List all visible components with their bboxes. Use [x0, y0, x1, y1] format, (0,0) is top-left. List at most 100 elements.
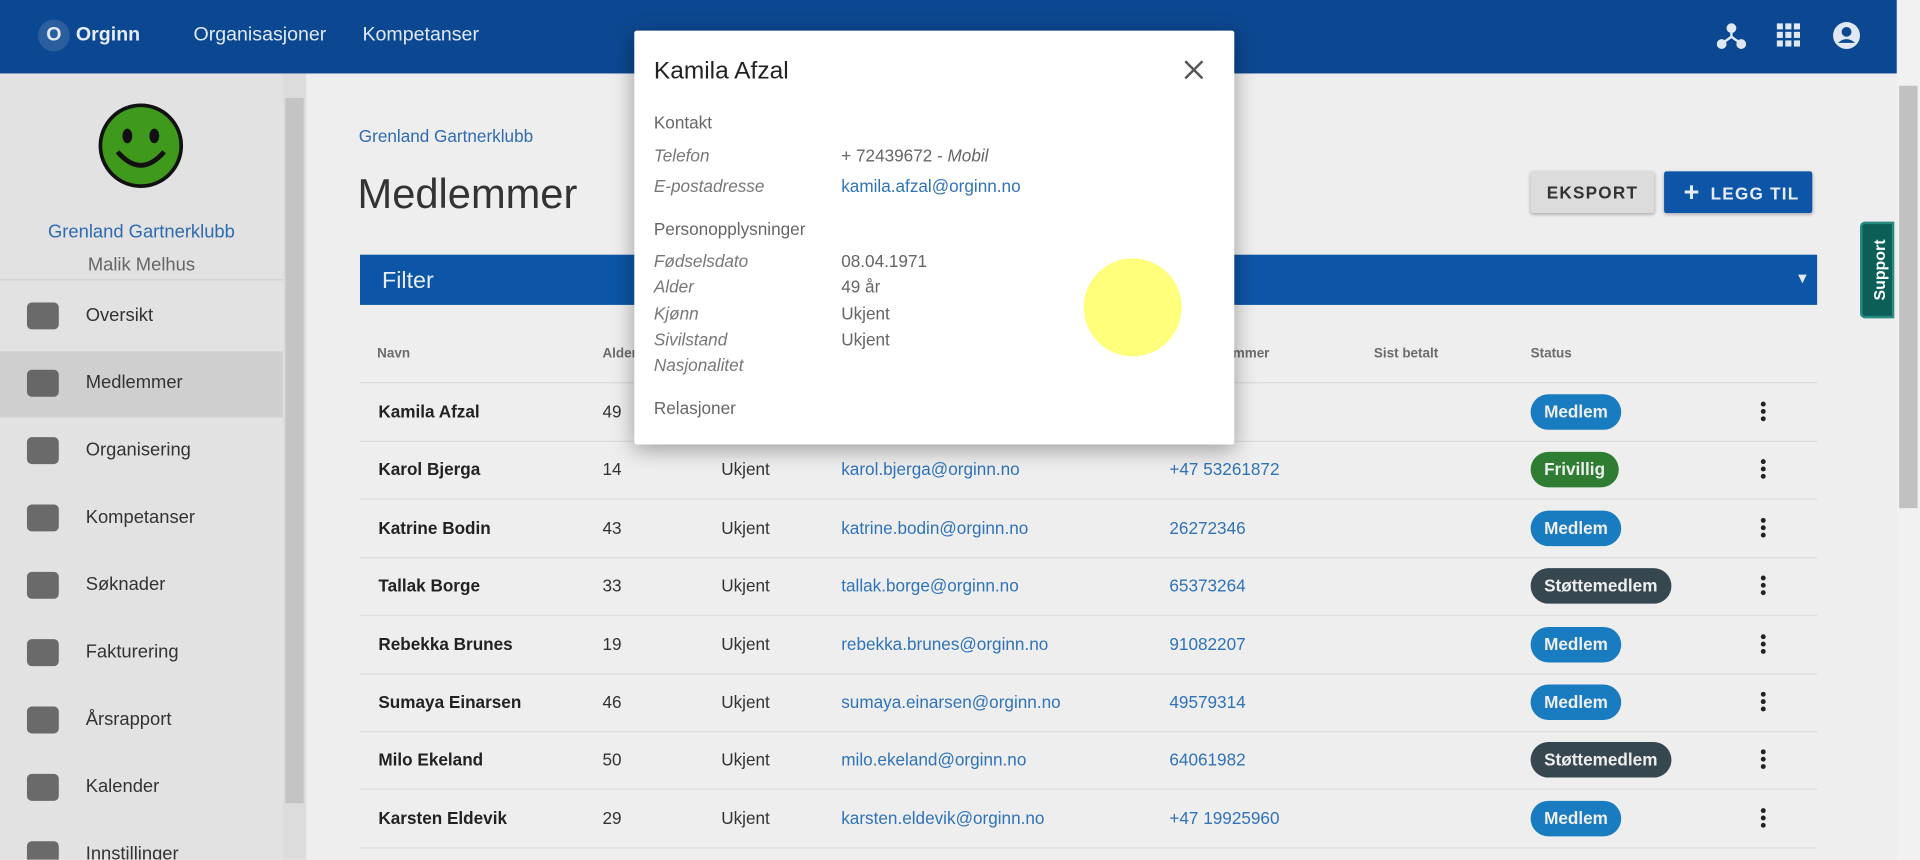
- member-gender: Ukjent: [721, 517, 770, 538]
- menu-label: Oversikt: [85, 304, 154, 326]
- add-button[interactable]: + LEGG TIL: [1664, 171, 1813, 214]
- member-gender: Ukjent: [721, 575, 770, 596]
- column-header[interactable]: Status: [1530, 346, 1572, 362]
- member-name[interactable]: Tallak Borge: [378, 575, 481, 596]
- nav-link[interactable]: Kompetanser: [362, 24, 479, 46]
- account-icon[interactable]: [1832, 21, 1861, 50]
- scroll-thumb[interactable]: [285, 97, 304, 804]
- support-tab[interactable]: Support: [1860, 221, 1895, 319]
- member-name[interactable]: Karsten Eldevik: [378, 807, 508, 828]
- close-button[interactable]: [1184, 60, 1204, 80]
- nav-link[interactable]: Organisasjoner: [193, 24, 327, 46]
- menu-label: Kompetanser: [85, 506, 195, 528]
- menu-item[interactable]: Organisering: [0, 419, 283, 485]
- field-label: E-postadresse: [653, 176, 765, 196]
- export-button[interactable]: EKSPORT: [1530, 171, 1655, 214]
- member-age: 43: [602, 517, 622, 538]
- menu-label: Organisering: [85, 439, 191, 461]
- member-name[interactable]: Kamila Afzal: [378, 401, 480, 422]
- menu-icon: [26, 706, 59, 734]
- menu-icon: [26, 571, 59, 599]
- dialog-title: Kamila Afzal: [653, 57, 789, 85]
- row-menu[interactable]: [1760, 517, 1766, 538]
- network-icon[interactable]: [1716, 21, 1747, 50]
- member-gender: Ukjent: [721, 459, 770, 480]
- brand[interactable]: Orginn: [75, 24, 141, 46]
- member-gender: Ukjent: [721, 691, 770, 712]
- page-scrollbar: [1896, 0, 1920, 860]
- sidebar: Grenland Gartnerklubb Malik Melhus Overs…: [0, 73, 283, 860]
- org-name[interactable]: Grenland Gartnerklubb: [48, 221, 235, 243]
- table-row[interactable]: Milo Ekeland 50 Ukjent milo.ekeland@orginn.…: [360, 731, 1818, 791]
- column-header[interactable]: Alder: [602, 346, 637, 362]
- member-phone[interactable]: 26272346: [1169, 517, 1246, 538]
- member-phone[interactable]: 91082207: [1169, 633, 1246, 654]
- logo[interactable]: O: [37, 19, 70, 52]
- row-menu[interactable]: [1760, 401, 1766, 422]
- plus-icon: +: [1683, 176, 1700, 207]
- member-name[interactable]: Sumaya Einarsen: [378, 691, 522, 712]
- breadcrumb[interactable]: Grenland Gartnerklubb: [358, 126, 534, 146]
- member-age: 49: [602, 401, 622, 422]
- member-name[interactable]: Milo Ekeland: [378, 749, 484, 770]
- menu-item[interactable]: Fakturering: [0, 621, 283, 687]
- row-menu[interactable]: [1760, 807, 1766, 828]
- menu-label: Årsrapport: [85, 708, 172, 730]
- menu-icon: [26, 504, 59, 532]
- status-badge: Medlem: [1530, 394, 1622, 430]
- status-badge: Frivillig: [1530, 452, 1619, 488]
- member-email[interactable]: rebekka.brunes@orginn.no: [841, 633, 1049, 654]
- column-header[interactable]: Navn: [377, 346, 411, 362]
- member-name[interactable]: Katrine Bodin: [378, 517, 491, 538]
- member-name[interactable]: Rebekka Brunes: [378, 633, 513, 654]
- row-menu[interactable]: [1760, 749, 1766, 770]
- menu-item[interactable]: Medlemmer: [0, 351, 283, 418]
- row-menu[interactable]: [1760, 691, 1766, 712]
- member-name[interactable]: Karol Bjerga: [378, 459, 481, 480]
- member-phone[interactable]: 65373264: [1169, 575, 1246, 596]
- member-gender: Ukjent: [721, 749, 770, 770]
- menu-item[interactable]: Oversikt: [0, 284, 283, 350]
- member-phone[interactable]: +47 53261872: [1169, 459, 1280, 480]
- field-value: 08.04.1971: [841, 251, 928, 271]
- table-row[interactable]: Karol Bjerga 14 Ukjent karol.bjerga@orginn.…: [360, 441, 1818, 501]
- menu-item[interactable]: Årsrapport: [0, 688, 283, 754]
- member-email[interactable]: katrine.bodin@orginn.no: [841, 517, 1029, 538]
- member-email[interactable]: tallak.borge@orginn.no: [841, 575, 1019, 596]
- email-link[interactable]: kamila.afzal@orginn.no: [841, 176, 1021, 196]
- table-row[interactable]: Tallak Borge 33 Ukjent tallak.borge@orginn.…: [360, 557, 1818, 617]
- menu-item[interactable]: Kalender: [0, 756, 283, 822]
- table-row[interactable]: Katrine Bodin 43 Ukjent katrine.bodin@orgin…: [360, 499, 1818, 559]
- member-email[interactable]: karol.bjerga@orginn.no: [841, 459, 1020, 480]
- member-email[interactable]: karsten.eldevik@orginn.no: [841, 807, 1045, 828]
- row-menu[interactable]: [1760, 575, 1766, 596]
- table-row[interactable]: Rebekka Brunes 19 Ukjent rebekka.brunes@org…: [360, 615, 1818, 675]
- menu-item[interactable]: Søknader: [0, 553, 283, 619]
- member-age: 50: [602, 749, 622, 770]
- menu-icon: [26, 841, 59, 860]
- table-row[interactable]: Sumaya Einarsen 46 Ukjent sumaya.einarsen@o…: [360, 673, 1818, 733]
- page-scroll-thumb[interactable]: [1899, 85, 1918, 509]
- member-phone[interactable]: 49579314: [1169, 691, 1246, 712]
- row-menu[interactable]: [1760, 633, 1766, 654]
- menu-item[interactable]: Innstillinger: [0, 823, 283, 860]
- column-header[interactable]: Sist betalt: [1373, 346, 1439, 362]
- member-email[interactable]: sumaya.einarsen@orginn.no: [841, 691, 1061, 712]
- field-label: Alder: [653, 277, 694, 297]
- menu-item[interactable]: Kompetanser: [0, 486, 283, 552]
- status-badge: Medlem: [1530, 684, 1622, 721]
- expand-arrow: ▼: [1795, 269, 1810, 287]
- field-value: + 72439672 - Mobil: [841, 146, 988, 166]
- apps-icon[interactable]: [1776, 23, 1801, 47]
- member-age: 19: [602, 633, 622, 654]
- section-heading: Personopplysninger: [653, 219, 806, 239]
- phone-type: Mobil: [947, 145, 989, 166]
- menu-label: Medlemmer: [85, 372, 183, 394]
- member-email[interactable]: milo.ekeland@orginn.no: [841, 749, 1027, 770]
- table-row[interactable]: Karsten Eldevik 29 Ukjent karsten.eldevik@o…: [360, 790, 1818, 849]
- member-phone[interactable]: +47 19925960: [1169, 807, 1280, 828]
- row-menu[interactable]: [1760, 459, 1766, 480]
- member-phone[interactable]: 64061982: [1169, 749, 1246, 770]
- member-dialog: Kamila Afzal Kontakt Telefon + 72439672 …: [634, 30, 1235, 445]
